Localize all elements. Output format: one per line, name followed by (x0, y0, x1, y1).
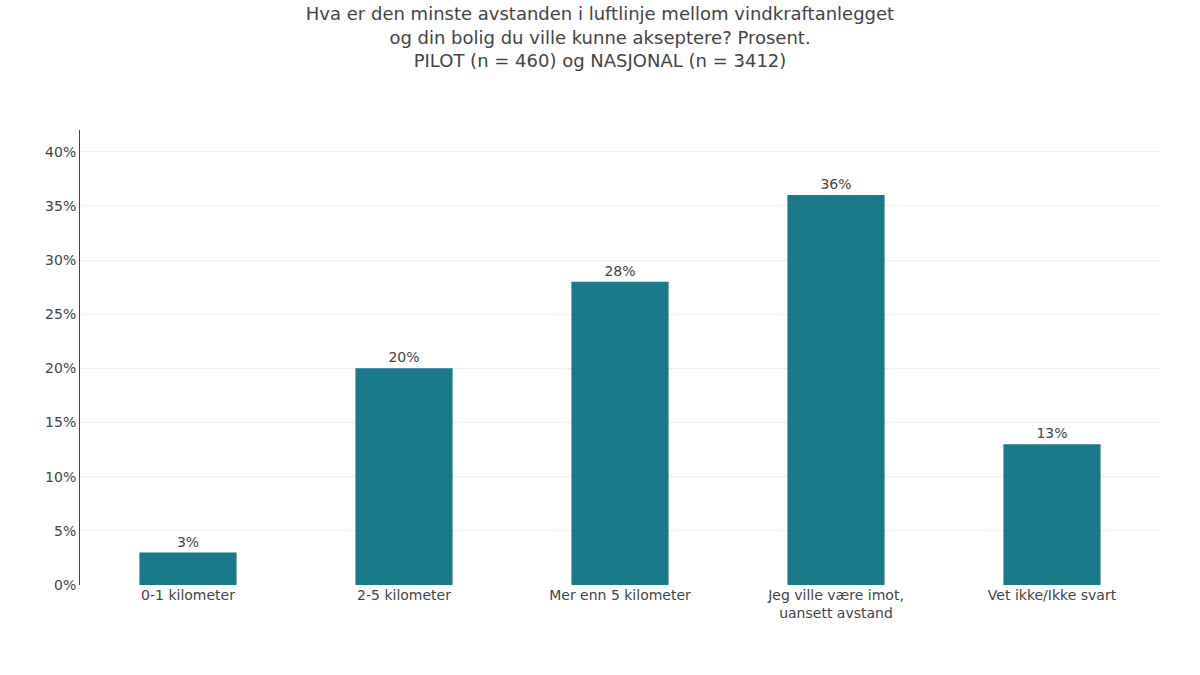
svg-text:28%: 28% (604, 263, 635, 279)
svg-text:36%: 36% (820, 176, 851, 192)
svg-text:13%: 13% (1036, 425, 1067, 441)
svg-text:25%: 25% (45, 306, 76, 322)
svg-text:Hva er den minste avstanden i: Hva er den minste avstanden i luftlinje … (306, 3, 894, 71)
svg-text:15%: 15% (45, 414, 76, 430)
svg-text:35%: 35% (45, 198, 76, 214)
svg-text:0-1 kilometer: 0-1 kilometer (141, 587, 235, 603)
svg-text:20%: 20% (45, 360, 76, 376)
svg-text:Jeg ville være imot,uansett av: Jeg ville være imot,uansett avstand (767, 587, 904, 621)
svg-text:2-5 kilometer: 2-5 kilometer (357, 587, 451, 603)
svg-text:30%: 30% (45, 252, 76, 268)
svg-text:Mer enn 5 kilometer: Mer enn 5 kilometer (549, 587, 691, 603)
svg-text:Vet ikke/Ikke svart: Vet ikke/Ikke svart (988, 587, 1117, 603)
svg-text:3%: 3% (177, 534, 199, 550)
svg-text:5%: 5% (54, 523, 76, 539)
svg-text:0%: 0% (54, 577, 76, 593)
svg-text:40%: 40% (45, 144, 76, 160)
svg-text:10%: 10% (45, 469, 76, 485)
svg-text:20%: 20% (388, 349, 419, 365)
